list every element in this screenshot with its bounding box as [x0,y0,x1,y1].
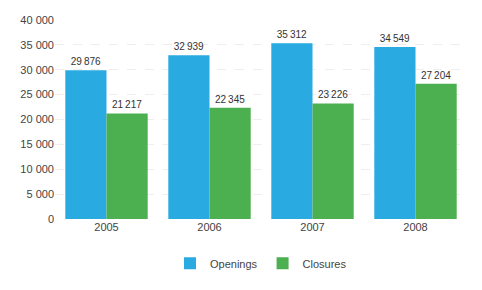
svg-text:27 204: 27 204 [421,70,451,81]
svg-text:30 000: 30 000 [20,64,54,76]
svg-text:35 312: 35 312 [277,29,307,40]
svg-text:22 345: 22 345 [215,94,245,105]
svg-text:29 876: 29 876 [71,56,101,67]
svg-text:10 000: 10 000 [20,163,54,175]
svg-text:2005: 2005 [94,221,118,233]
svg-text:40 000: 40 000 [20,14,54,26]
svg-text:0: 0 [48,213,54,225]
svg-text:Openings: Openings [210,258,258,270]
svg-text:5 000: 5 000 [26,188,54,200]
svg-text:Closures: Closures [303,258,347,270]
svg-text:25 000: 25 000 [20,88,54,100]
svg-text:2006: 2006 [197,221,221,233]
svg-text:34 549: 34 549 [380,33,410,44]
svg-text:35 000: 35 000 [20,39,54,51]
svg-text:23 226: 23 226 [318,89,348,100]
svg-text:2007: 2007 [300,221,324,233]
svg-text:2008: 2008 [403,221,427,233]
svg-text:32 939: 32 939 [174,41,204,52]
svg-text:15 000: 15 000 [20,138,54,150]
svg-text:20 000: 20 000 [20,113,54,125]
svg-text:21 217: 21 217 [112,99,142,110]
